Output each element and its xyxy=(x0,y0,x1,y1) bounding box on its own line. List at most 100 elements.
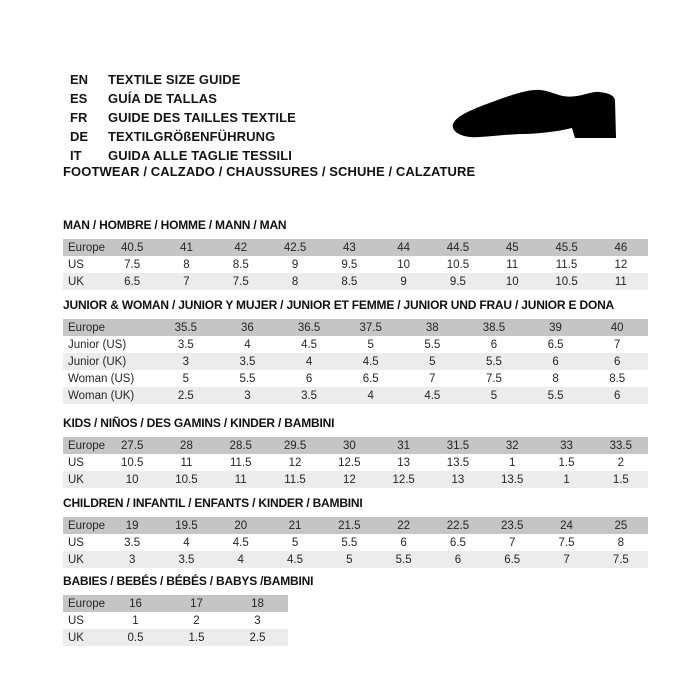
row-label-cell: UK xyxy=(63,471,105,488)
table-row: UK 0.5 1.5 2.5 xyxy=(63,629,288,646)
size-cell: 13 xyxy=(430,471,486,488)
size-cell: 5.5 xyxy=(376,551,431,568)
size-cell: 23.5 xyxy=(485,517,540,534)
size-cell: 40.5 xyxy=(105,239,160,256)
table-row: US 1 2 3 xyxy=(63,612,288,629)
size-cell: 10.5 xyxy=(446,258,470,271)
language-code: ES xyxy=(70,91,88,106)
language-row-fr: FR GUIDE DES TAILLES TEXTILE xyxy=(70,108,296,127)
size-cell: 10 xyxy=(485,273,540,290)
size-cell: 4.5 xyxy=(339,353,402,370)
size-cell: 43 xyxy=(322,239,377,256)
size-cell: 5 xyxy=(291,536,299,549)
size-cell: 36 xyxy=(216,319,279,336)
size-cell: 10 xyxy=(397,258,411,271)
size-cell: 8.5 xyxy=(232,258,249,271)
row-label-cell: Woman (US) xyxy=(68,372,135,385)
size-cell: 31.5 xyxy=(430,437,486,454)
size-cell: 6 xyxy=(490,338,498,351)
size-cell: 1 xyxy=(132,614,139,627)
section-title: BABIES / BEBÉS / BÉBÉS / BABYS /BAMBINI xyxy=(63,574,314,588)
size-cell: 9.5 xyxy=(341,258,358,271)
table-row: Junior (UK) 3 3.5 4 4.5 5 5.5 6 6 xyxy=(63,353,648,370)
size-cell: 5.5 xyxy=(239,372,256,385)
size-cell: 6 xyxy=(305,372,313,385)
size-cell: 42 xyxy=(213,239,268,256)
language-code: FR xyxy=(70,110,88,125)
size-cell: 10.5 xyxy=(539,273,594,290)
size-cell: 3 xyxy=(216,387,279,404)
table-row: Junior (US) 3.5 4 4.5 5 5.5 6 6.5 7 xyxy=(63,336,648,353)
size-cell: 6 xyxy=(586,387,648,404)
size-cell: 22.5 xyxy=(430,517,486,534)
size-cell: 42.5 xyxy=(267,239,323,256)
table-row: US 3.5 4 4.5 5 5.5 6 6.5 7 7.5 8 xyxy=(63,534,648,551)
language-label: GUIDE DES TAILLES TEXTILE xyxy=(108,110,296,125)
size-cell: 3 xyxy=(155,353,217,370)
row-label-cell: Europe xyxy=(63,517,105,534)
size-cell: 13.5 xyxy=(485,471,540,488)
size-section-0: MAN / HOMBRE / HOMME / MANN / MAN Europe 4… xyxy=(63,219,653,290)
size-cell: 9 xyxy=(376,273,431,290)
size-table: Europe 16 17 18 US 1 2 3 UK 0.5 1.5 2.5 xyxy=(63,595,288,646)
size-cell: 4.5 xyxy=(401,387,464,404)
language-code: DE xyxy=(70,129,89,144)
size-table: Europe 40.5 41 42 42.5 43 44 44.5 45 45.5 46 US 7.5 8… xyxy=(63,239,648,290)
size-cell: 19.5 xyxy=(159,517,214,534)
size-cell: 5 xyxy=(463,387,525,404)
size-cell: 3.5 xyxy=(278,387,340,404)
size-cell: 37.5 xyxy=(339,319,402,336)
size-cell: 4 xyxy=(213,551,268,568)
size-cell: 12 xyxy=(614,258,628,271)
size-section-2: KIDS / NIÑOS / DES GAMINS / KINDER / BAM… xyxy=(63,417,653,488)
size-cell: 33.5 xyxy=(593,437,648,454)
size-cell: 13.5 xyxy=(446,456,470,469)
size-cell: 12.5 xyxy=(376,471,431,488)
size-cell: 9.5 xyxy=(430,273,486,290)
section-title: CHILDREN / INFANTIL / ENFANTS / KINDER /… xyxy=(63,496,363,510)
row-label-cell: UK xyxy=(63,551,105,568)
table-row: UK 10 10.5 11 11.5 12 12.5 13 13.5 1 1.5 xyxy=(63,471,648,488)
language-label: TEXTILGRÖßENFÜHRUNG xyxy=(108,129,276,144)
size-cell: 31 xyxy=(376,437,431,454)
row-label-cell: Europe xyxy=(63,319,155,336)
row-label-cell: US xyxy=(68,258,84,271)
size-cell: 27.5 xyxy=(105,437,160,454)
size-cell: 4 xyxy=(183,536,190,549)
size-cell: 12 xyxy=(288,456,302,469)
size-cell: 6.5 xyxy=(362,372,379,385)
row-label-cell: US xyxy=(68,536,84,549)
size-table: Europe 35.5 36 36.5 37.5 38 38.5 39 40 Junior (US… xyxy=(63,319,648,404)
size-cell: 7 xyxy=(613,338,621,351)
size-cell: 4 xyxy=(339,387,402,404)
section-title: KIDS / NIÑOS / DES GAMINS / KINDER / BAM… xyxy=(63,416,335,430)
size-cell: 1 xyxy=(509,456,516,469)
category-line: FOOTWEAR / CALZADO / CHAUSSURES / SCHUHE… xyxy=(63,164,476,179)
size-cell: 3 xyxy=(254,614,261,627)
size-cell: 4.5 xyxy=(267,551,323,568)
size-cell: 1.5 xyxy=(593,471,648,488)
row-label-cell: Junior (UK) xyxy=(63,353,155,370)
size-section-3: CHILDREN / INFANTIL / ENFANTS / KINDER /… xyxy=(63,497,653,568)
size-cell: 46 xyxy=(593,239,648,256)
size-cell: 38.5 xyxy=(463,319,525,336)
size-cell: 11.5 xyxy=(267,471,323,488)
size-cell: 6.5 xyxy=(485,551,540,568)
size-cell: 24 xyxy=(539,517,594,534)
table-row: UK 3 3.5 4 4.5 5 5.5 6 6.5 7 7.5 xyxy=(63,551,648,568)
language-label: GUIDA ALLE TAGLIE TESSILI xyxy=(108,148,293,163)
size-cell: 5.5 xyxy=(341,536,358,549)
size-cell: 6.5 xyxy=(547,338,564,351)
size-cell: 8 xyxy=(183,258,190,271)
size-cell: 6 xyxy=(430,551,486,568)
size-table: Europe 19 19.5 20 21 21.5 22 22.5 23.5 24 25 US 3.5 4… xyxy=(63,517,648,568)
size-cell: 18 xyxy=(227,595,288,612)
size-cell: 8 xyxy=(267,273,323,290)
size-cell: 4.5 xyxy=(301,338,318,351)
size-cell: 36.5 xyxy=(278,319,340,336)
size-cell: 30 xyxy=(322,437,377,454)
row-label-cell: UK xyxy=(63,629,105,646)
size-cell: 17 xyxy=(166,595,227,612)
size-cell: 11 xyxy=(213,471,268,488)
size-cell: 40 xyxy=(586,319,648,336)
